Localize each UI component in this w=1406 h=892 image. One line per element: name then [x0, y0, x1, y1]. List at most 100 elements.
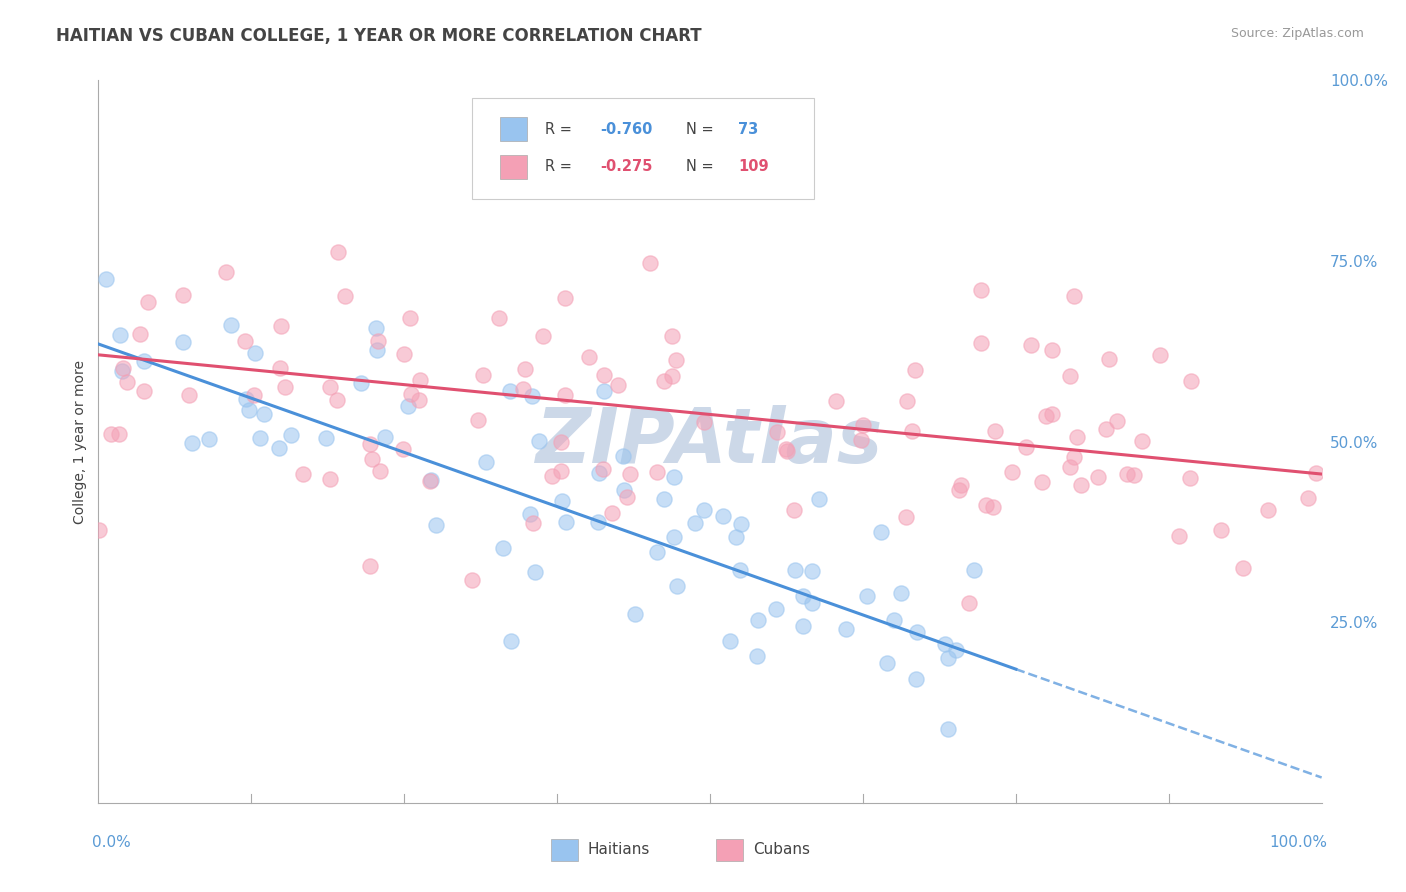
Point — [664, 353, 686, 368]
Point — [292, 467, 315, 481]
Point — [108, 327, 131, 342]
Point — [1130, 434, 1153, 448]
Point — [399, 311, 422, 326]
Point — [1180, 470, 1202, 484]
Point — [419, 473, 441, 487]
Point — [136, 294, 159, 309]
Point — [1035, 409, 1057, 424]
Point — [515, 362, 537, 376]
Point — [117, 375, 139, 389]
Point — [219, 318, 242, 333]
FancyBboxPatch shape — [551, 838, 578, 861]
Point — [808, 492, 831, 507]
Point — [425, 518, 447, 533]
Point — [1001, 465, 1024, 479]
Point — [904, 363, 927, 377]
Point — [551, 494, 574, 508]
Point — [1123, 467, 1146, 482]
FancyBboxPatch shape — [499, 118, 527, 141]
Point — [249, 431, 271, 445]
Point — [652, 492, 675, 507]
Point — [522, 516, 544, 530]
Point — [600, 506, 623, 520]
Point — [488, 311, 510, 326]
Point — [948, 483, 970, 498]
Point — [233, 334, 256, 349]
Point — [782, 503, 804, 517]
Point — [1040, 343, 1063, 358]
Point — [588, 466, 610, 480]
Point — [350, 376, 373, 391]
Point — [1305, 467, 1327, 481]
Point — [1019, 338, 1042, 352]
Point — [1015, 441, 1038, 455]
Point — [876, 656, 898, 670]
Point — [693, 415, 716, 429]
Point — [512, 382, 534, 396]
Point — [661, 328, 683, 343]
Point — [499, 633, 522, 648]
Point — [894, 509, 917, 524]
Point — [981, 500, 1004, 514]
Point — [619, 467, 641, 481]
Point — [890, 585, 912, 599]
Point — [359, 559, 381, 574]
Point — [1115, 467, 1137, 482]
Point — [270, 319, 292, 334]
Point — [172, 334, 194, 349]
Point — [855, 589, 877, 603]
Point — [215, 265, 238, 279]
Point — [593, 368, 616, 382]
Point — [134, 354, 156, 368]
Point — [107, 426, 129, 441]
Point — [1040, 407, 1063, 421]
Point — [374, 430, 396, 444]
Point — [198, 432, 221, 446]
Point — [616, 491, 638, 505]
Point — [1066, 429, 1088, 443]
Point — [235, 392, 257, 406]
Point — [319, 472, 342, 486]
Point — [766, 425, 789, 440]
Text: 109: 109 — [738, 160, 769, 175]
Point — [520, 389, 543, 403]
Point — [181, 435, 204, 450]
Point — [550, 434, 572, 449]
Point — [1180, 374, 1202, 388]
Point — [531, 328, 554, 343]
Point — [959, 596, 981, 610]
FancyBboxPatch shape — [499, 155, 527, 179]
Point — [366, 321, 388, 335]
Point — [1167, 529, 1189, 543]
Point — [132, 384, 155, 398]
Point — [111, 364, 134, 378]
Point — [492, 541, 515, 555]
Point — [267, 441, 290, 455]
Point — [792, 619, 814, 633]
Text: Cubans: Cubans — [752, 842, 810, 857]
Point — [904, 672, 927, 686]
Point — [835, 622, 858, 636]
Text: 100.0%: 100.0% — [1270, 835, 1327, 850]
Point — [905, 625, 928, 640]
Point — [612, 449, 634, 463]
Point — [800, 565, 823, 579]
Point — [1232, 561, 1254, 575]
Point — [652, 374, 675, 388]
Point — [1063, 289, 1085, 303]
Point — [645, 465, 668, 479]
Point — [724, 530, 747, 544]
Point — [728, 563, 751, 577]
Point — [984, 424, 1007, 438]
Point — [1257, 503, 1279, 517]
Point — [624, 607, 647, 622]
Point — [1059, 459, 1081, 474]
Point — [730, 517, 752, 532]
Point — [245, 345, 267, 359]
Point — [243, 388, 266, 402]
Point — [461, 573, 484, 587]
Point — [471, 368, 494, 383]
Point — [662, 530, 685, 544]
Point — [607, 377, 630, 392]
Point — [775, 443, 797, 458]
